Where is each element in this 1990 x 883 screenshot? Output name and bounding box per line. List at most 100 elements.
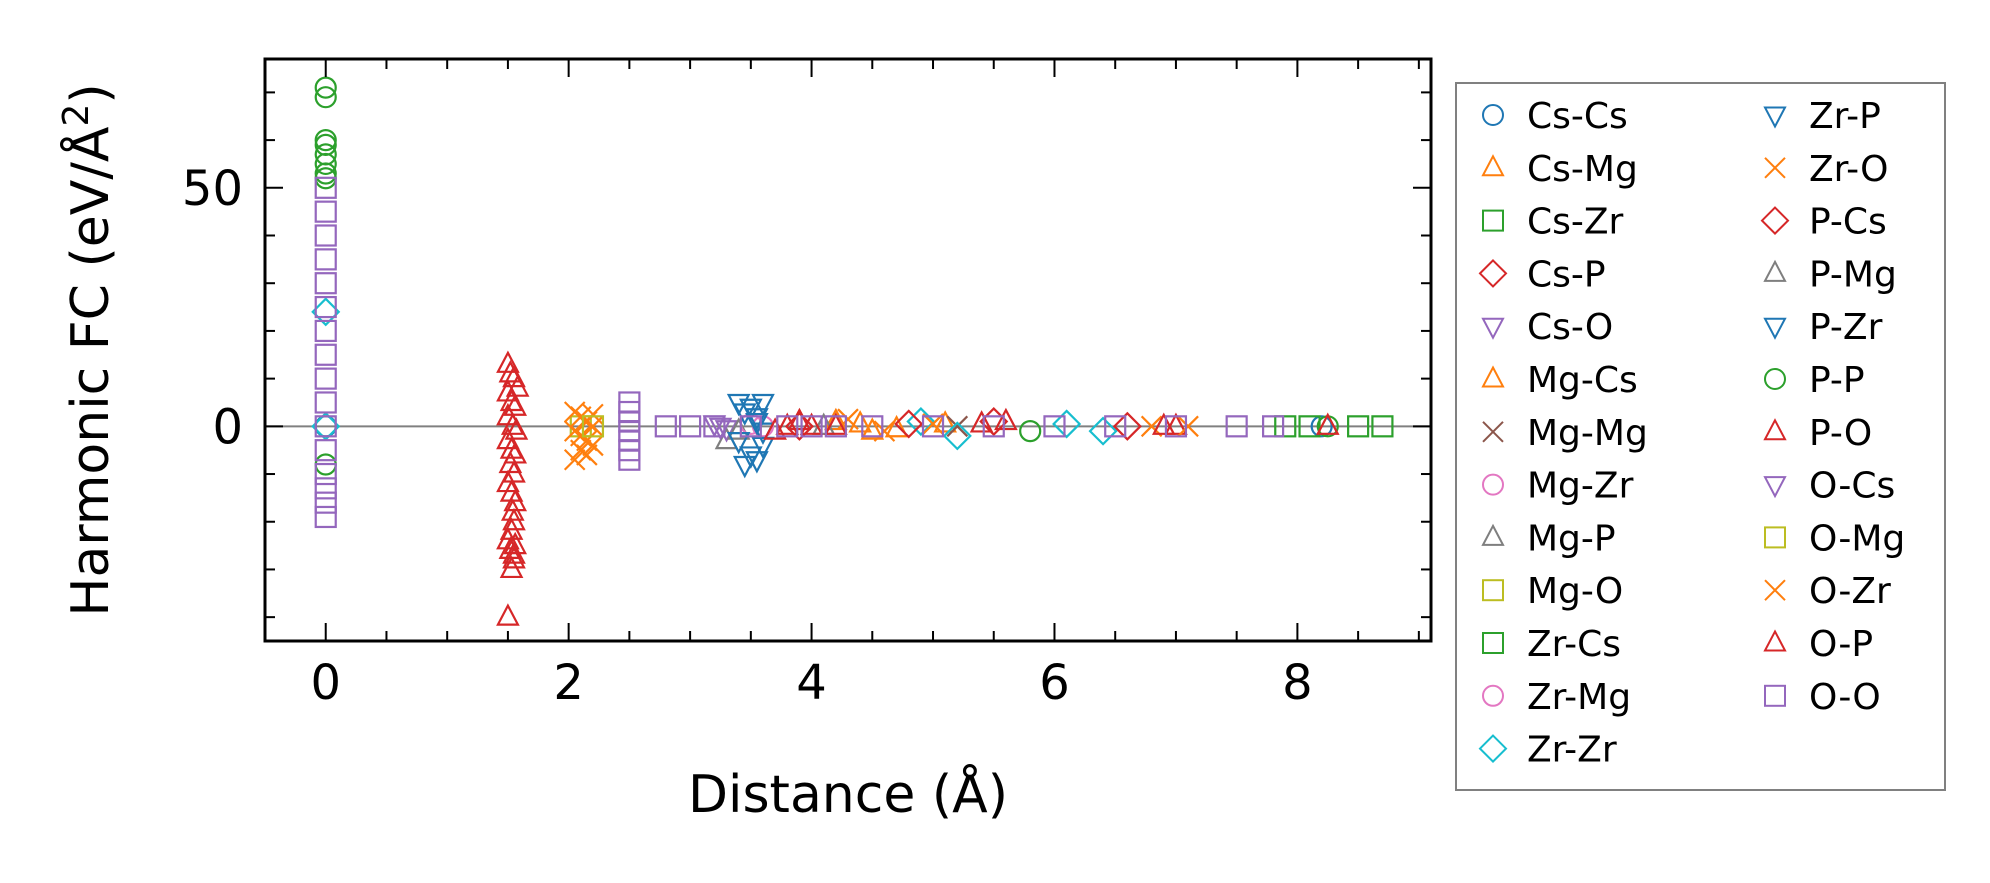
legend-item-mg-cs: Mg-Cs <box>1481 360 1638 401</box>
x-tick-label: 2 <box>553 655 584 711</box>
legend-item-o-zr: O-Zr <box>1764 571 1891 612</box>
point-p-mg <box>811 412 836 435</box>
point-o-o <box>314 319 337 343</box>
point-cs-mg <box>860 417 885 440</box>
point-o-o <box>314 248 337 271</box>
legend-marker-square-icon <box>1764 526 1786 549</box>
legend-marker-triangle-up-icon <box>1481 154 1505 177</box>
legend-item-p-cs: P-Cs <box>1760 202 1887 243</box>
point-zr-o <box>582 403 604 426</box>
legend-frame <box>1455 82 1946 791</box>
point-o-o <box>314 367 337 390</box>
legend-marker-x-icon <box>1482 421 1504 443</box>
point-o-o <box>314 391 337 414</box>
point-o-o <box>314 491 337 514</box>
point-p-cs <box>1112 411 1142 441</box>
legend-label: Cs-Zr <box>1527 202 1624 243</box>
axis-ticks <box>264 59 1431 641</box>
legend: Cs-Cs Cs-Mg Cs-Zr Cs-P Cs-O Mg-Cs Mg-Mg Mg-Zr Mg… <box>1455 82 1946 791</box>
legend-marker-triangle-down-icon <box>1763 476 1787 499</box>
point-p-p <box>314 76 337 99</box>
point-o-o <box>314 477 337 500</box>
point-o-o <box>982 415 1005 438</box>
legend-label: Zr-Mg <box>1527 677 1631 718</box>
legend-label: Mg-Zr <box>1527 466 1634 507</box>
point-o-zr <box>873 420 896 442</box>
legend-label: P-Zr <box>1809 307 1883 348</box>
legend-label: P-P <box>1809 360 1865 401</box>
point-o-o <box>314 295 337 319</box>
legend-item-p-o: P-O <box>1763 413 1872 454</box>
x-tick-label: 8 <box>1282 655 1313 711</box>
legend-item-o-cs: O-Cs <box>1763 466 1895 507</box>
point-o-o <box>861 415 884 438</box>
tick-labels: 0 2 4 6 8 0 50 <box>182 161 1313 711</box>
legend-label: O-Zr <box>1809 571 1891 612</box>
legend-item-mg-p: Mg-P <box>1481 518 1616 559</box>
point-o-o <box>824 415 847 438</box>
point-p-o <box>502 364 526 388</box>
legend-marker-triangle-down-icon <box>1481 317 1505 340</box>
legend-marker-square-icon <box>1482 579 1504 602</box>
legend-marker-circle-icon <box>1482 104 1504 126</box>
point-o-p <box>787 407 812 431</box>
legend-item-zr-zr: Zr-Zr <box>1478 730 1617 771</box>
legend-marker-square-icon <box>1482 209 1504 232</box>
legend-item-p-p: P-P <box>1764 360 1865 401</box>
x-tick-label: 4 <box>796 655 827 711</box>
legend-item-o-o: O-O <box>1764 677 1881 718</box>
point-o-zr <box>1177 415 1199 438</box>
point-zr-o <box>563 448 586 471</box>
legend-label: Cs-O <box>1527 307 1613 348</box>
point-mg-cs <box>848 410 872 433</box>
point-o-o <box>703 415 726 438</box>
point-o-p <box>763 417 787 440</box>
point-zr-zr <box>1052 409 1082 439</box>
y-tick-label: 50 <box>182 161 243 217</box>
legend-marker-circle-icon <box>1764 368 1786 390</box>
point-zr-o <box>582 434 604 457</box>
point-p-o <box>496 426 520 450</box>
point-o-p <box>969 410 994 433</box>
legend-label: Cs-Cs <box>1527 96 1628 137</box>
point-o-o <box>1164 415 1188 438</box>
point-o-o <box>776 415 799 438</box>
point-o-o <box>654 415 677 438</box>
legend-marker-triangle-down-icon <box>1763 317 1787 340</box>
point-o-o <box>314 343 337 366</box>
point-o-o <box>314 176 337 199</box>
point-mg-mg <box>946 415 969 438</box>
point-p-o <box>1315 412 1340 435</box>
legend-item-cs-zr: Cs-Zr <box>1482 202 1624 243</box>
legend-label: Mg-O <box>1527 571 1623 612</box>
legend-marker-triangle-up-icon <box>1763 259 1787 282</box>
point-mg-cs <box>884 414 909 438</box>
point-p-o <box>496 469 520 493</box>
legend-item-cs-cs: Cs-Cs <box>1482 96 1628 137</box>
legend-label: Cs-Mg <box>1527 149 1638 190</box>
legend-marker-x-icon <box>1764 157 1786 179</box>
legend-item-mg-zr: Mg-Zr <box>1482 466 1634 507</box>
legend-label: O-Cs <box>1809 466 1895 507</box>
legend-label: Mg-Cs <box>1527 360 1638 401</box>
legend-entries: Cs-Cs Cs-Mg Cs-Zr Cs-P Cs-O Mg-Cs Mg-Mg Mg-Zr Mg… <box>1478 96 1905 771</box>
legend-marker-circle-icon <box>1482 684 1504 707</box>
x-tick-label: 0 <box>310 655 341 711</box>
legend-item-o-p: O-P <box>1763 624 1873 665</box>
legend-item-mg-o: Mg-O <box>1482 571 1623 612</box>
point-p-o <box>503 531 528 555</box>
point-zr-o <box>576 444 598 466</box>
point-p-cs <box>894 409 924 439</box>
legend-marker-triangle-up-icon <box>1763 629 1787 652</box>
point-p-o <box>505 374 530 397</box>
point-p-o <box>502 546 526 569</box>
point-zr-p <box>745 451 769 474</box>
legend-label: P-Mg <box>1809 254 1897 295</box>
point-zr-p <box>751 393 775 417</box>
legend-label: O-P <box>1809 624 1873 665</box>
x-tick-label: 6 <box>1039 655 1070 711</box>
plot-frame <box>263 57 1433 643</box>
legend-label: O-Mg <box>1809 518 1905 559</box>
legend-marker-square-icon <box>1482 632 1504 654</box>
